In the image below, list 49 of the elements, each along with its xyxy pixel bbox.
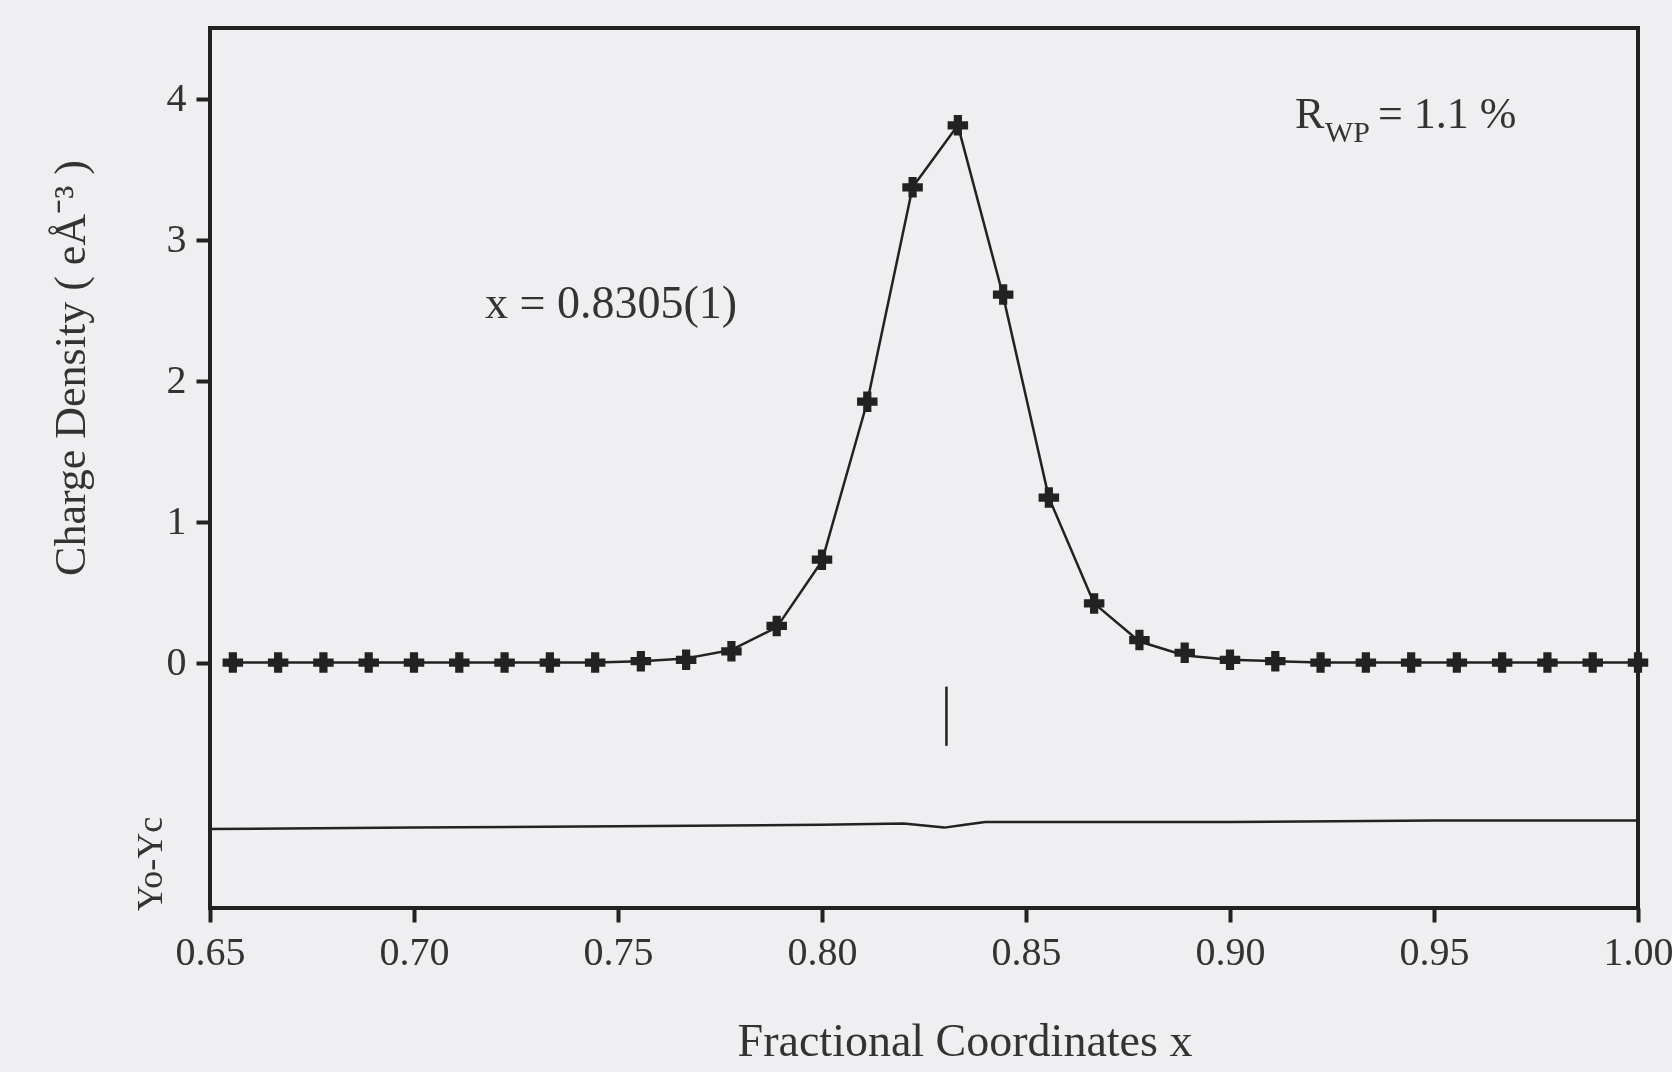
point: [1265, 650, 1286, 672]
point: [1582, 652, 1603, 673]
point: [766, 615, 787, 637]
x-tick-label: 0.65: [175, 928, 246, 974]
point: [584, 652, 606, 673]
y-axis-title: Charge Density ( eÅ⁻³ ): [46, 160, 95, 576]
point: [811, 549, 833, 570]
point: [1400, 652, 1422, 673]
point: [992, 284, 1014, 305]
annotation: x = 0.8305(1): [485, 277, 738, 328]
point: [1129, 629, 1150, 651]
point: [1627, 652, 1649, 673]
point: [1537, 652, 1558, 673]
x-axis-title: Fractional Coordinates x: [737, 1015, 1193, 1066]
point: [1446, 652, 1468, 673]
x-tick-label: 0.75: [583, 928, 654, 974]
point: [267, 652, 289, 673]
point: [1174, 642, 1195, 663]
point: [494, 652, 515, 673]
point: [1310, 652, 1331, 673]
point: [1219, 649, 1241, 671]
point: [721, 641, 742, 662]
point: [1491, 652, 1513, 673]
x-tick-label: 0.70: [379, 928, 450, 974]
y-tick-label: 2: [166, 357, 187, 403]
text: Yo-Yc: [130, 816, 170, 912]
x-tick-label: 0.90: [1195, 928, 1266, 974]
x-tick-label: 0.80: [787, 928, 858, 974]
point: [403, 652, 425, 673]
y-tick-label: 0: [166, 639, 187, 685]
point: [857, 391, 878, 412]
point: [1355, 652, 1377, 673]
point: [449, 652, 470, 673]
point: [675, 649, 697, 671]
y-tick-label: 4: [166, 75, 187, 121]
point: [222, 652, 244, 673]
x-tick-label: 0.85: [991, 928, 1062, 974]
point: [1038, 487, 1060, 508]
y-tick-label: 1: [166, 498, 187, 544]
point: [947, 115, 969, 136]
point: [630, 650, 652, 672]
y-tick-label: 3: [166, 216, 187, 262]
point: [902, 177, 923, 198]
point: [313, 652, 334, 673]
point: [1083, 593, 1105, 614]
point: [358, 652, 379, 673]
x-tick-label: 0.95: [1399, 928, 1470, 974]
x-tick-label: 1.00: [1603, 928, 1672, 974]
point: [539, 652, 561, 673]
